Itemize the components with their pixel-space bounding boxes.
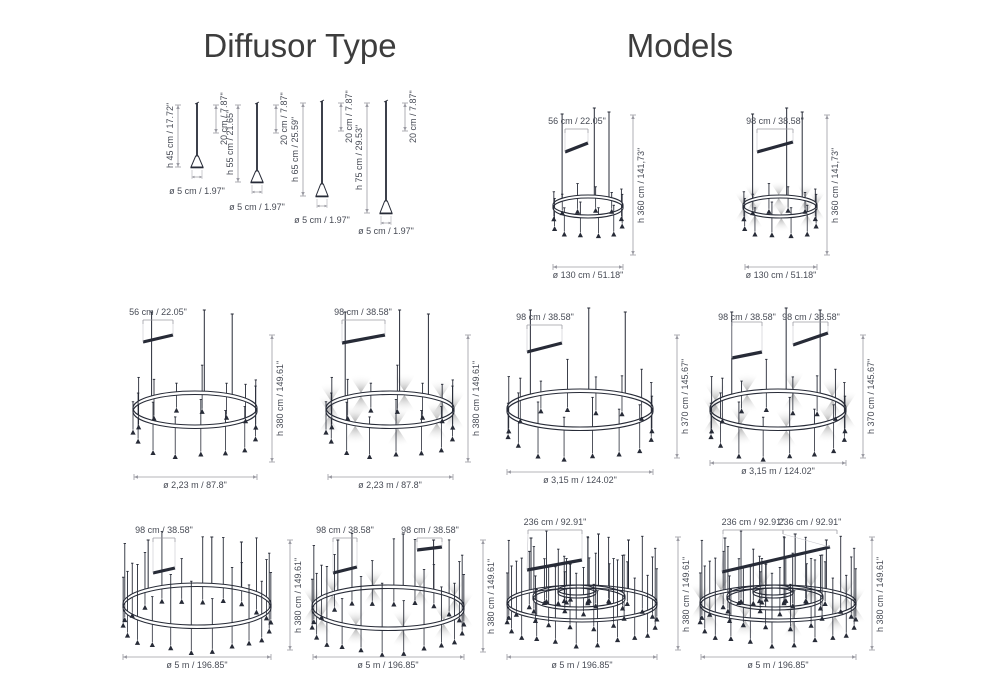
model-9-drawing — [504, 529, 681, 660]
model-6-top-dim-1: 98 cm / 38.58" — [718, 312, 776, 322]
model-2-top-dim: 98 cm / 38.58" — [746, 116, 804, 126]
model-4-drawing — [312, 309, 471, 480]
model-6-diagram: 98 cm / 38.58" 98 cm / 38.58" h 370 cm /… — [696, 300, 883, 492]
model-6-drawing — [696, 307, 866, 466]
diffusor-1-height-dim: h 45 cm / 17.72" — [165, 102, 175, 168]
model-6-height-dim: h 370 cm / 145.67" — [866, 358, 876, 434]
diffusor-4-diameter-dim: ø 5 cm / 1.97" — [358, 226, 414, 236]
model-10-top-dim-1: 236 cm / 92.91" — [721, 517, 785, 527]
model-3-height-dim: h 380 cm / 149.61" — [275, 360, 285, 436]
diffusor-4-drawing — [364, 99, 408, 225]
model-2-height-dim: h 360 cm / 141,73" — [830, 147, 840, 223]
diffusor-4-segment-dim: 20 cm / 7.87" — [408, 90, 418, 143]
diffusor-1-diameter-dim: ø 5 cm / 1.97" — [169, 186, 225, 196]
model-7-diameter-dim: ø 5 m / 196.85" — [166, 660, 228, 670]
diffusor-type-title: Diffusor Type — [203, 27, 397, 64]
model-7-drawing — [120, 531, 293, 660]
diffusor-1-diagram: h 45 cm / 17.72" 20 cm / 7.87" ø 5 cm / … — [163, 92, 235, 220]
model-5-diameter-dim: ø 3,15 m / 124.02" — [543, 475, 617, 485]
model-6-top-dim-2: 98 cm / 38.58" — [782, 312, 840, 322]
model-1-top-dim: 56 cm / 22.05" — [548, 116, 606, 126]
model-7-diagram: 98 cm / 38.58" h 380 cm / 149.61" ø 5 m … — [113, 512, 303, 680]
model-8-diagram: 98 cm / 38.58" 98 cm / 38.58" h 380 cm /… — [297, 512, 498, 680]
model-7-height-dim: h 380 cm / 149.61" — [293, 557, 303, 633]
model-8-top-dim-1: 98 cm / 38.58" — [316, 525, 374, 535]
model-10-drawing — [685, 529, 875, 660]
model-5-drawing — [505, 307, 680, 475]
model-2-diameter-dim: ø 130 cm / 51.18" — [745, 270, 817, 280]
diffusor-3-diagram: h 65 cm / 25.59" 20 cm / 7.87" ø 5 cm / … — [288, 90, 360, 250]
diffusor-4-diagram: h 75 cm / 29.53" 20 cm / 7.87" ø 5 cm / … — [352, 90, 424, 266]
diffusor-4-height-dim: h 75 cm / 29.53" — [354, 124, 364, 190]
model-4-diameter-dim: ø 2,23 m / 87.8" — [358, 480, 422, 490]
diffusor-2-diagram: h 55 cm / 21.65" 20 cm / 7.87" ø 5 cm / … — [223, 92, 295, 238]
model-3-diameter-dim: ø 2,23 m / 87.8" — [163, 480, 227, 490]
model-8-diameter-dim: ø 5 m / 196.85" — [357, 660, 419, 670]
model-10-diameter-dim: ø 5 m / 196.85" — [747, 660, 809, 670]
diffusor-3-diameter-dim: ø 5 cm / 1.97" — [294, 215, 350, 225]
diffusor-3-height-dim: h 65 cm / 25.59" — [290, 116, 300, 182]
model-10-height-dim: h 380 cm / 149.61" — [875, 556, 885, 632]
model-8-drawing — [297, 533, 486, 660]
model-3-top-dim: 56 cm / 22.05" — [129, 307, 187, 317]
model-9-top-dim: 236 cm / 92.91" — [523, 517, 587, 527]
model-10-diagram: 236 cm / 92.91" 236 cm / 92.91" h 380 cm… — [685, 512, 888, 680]
model-7-top-dim: 98 cm / 38.58" — [135, 525, 193, 535]
model-2-drawing — [731, 107, 830, 270]
diffusor-1-drawing — [175, 101, 219, 179]
model-4-top-dim: 98 cm / 38.58" — [334, 307, 392, 317]
model-6-diameter-dim: ø 3,15 m / 124.02" — [741, 466, 815, 476]
diffusor-2-height-dim: h 55 cm / 21.65" — [225, 109, 235, 175]
diffusor-2-diameter-dim: ø 5 cm / 1.97" — [229, 202, 285, 212]
model-8-top-dim-2: 98 cm / 38.58" — [401, 525, 459, 535]
model-5-height-dim: h 370 cm / 145.67" — [680, 358, 690, 434]
model-9-diameter-dim: ø 5 m / 196.85" — [551, 660, 613, 670]
model-5-top-dim: 98 cm / 38.58" — [516, 312, 574, 322]
diffusor-2-drawing — [235, 101, 279, 194]
model-1-height-dim: h 360 cm / 141,73" — [636, 147, 646, 223]
model-4-height-dim: h 380 cm / 149.61" — [471, 360, 481, 436]
diffusor-3-drawing — [300, 99, 344, 208]
model-10-top-dim-2: 236 cm / 92.91" — [778, 517, 842, 527]
model-1-diameter-dim: ø 130 cm / 51.18" — [552, 270, 624, 280]
model-1-drawing — [551, 107, 636, 270]
model-5-diagram: 98 cm / 38.58" h 370 cm / 145.67" ø 3,15… — [495, 300, 690, 492]
model-3-drawing — [130, 309, 275, 480]
model-9-diagram: 236 cm / 92.91" h 380 cm / 149.61" ø 5 m… — [498, 512, 693, 680]
model-2-diagram: 98 cm / 38.58" h 360 cm / 141,73" ø 130 … — [715, 100, 850, 285]
model-8-height-dim: h 380 cm / 149.61" — [486, 558, 496, 634]
model-1-diagram: 56 cm / 22.05" h 360 cm / 141,73" ø 130 … — [525, 100, 660, 285]
model-3-diagram: 56 cm / 22.05" h 380 cm / 149.61" ø 2,23… — [118, 300, 298, 492]
models-title: Models — [626, 27, 734, 64]
model-4-diagram: 98 cm / 38.58" h 380 cm / 149.61" ø 2,23… — [310, 300, 490, 492]
